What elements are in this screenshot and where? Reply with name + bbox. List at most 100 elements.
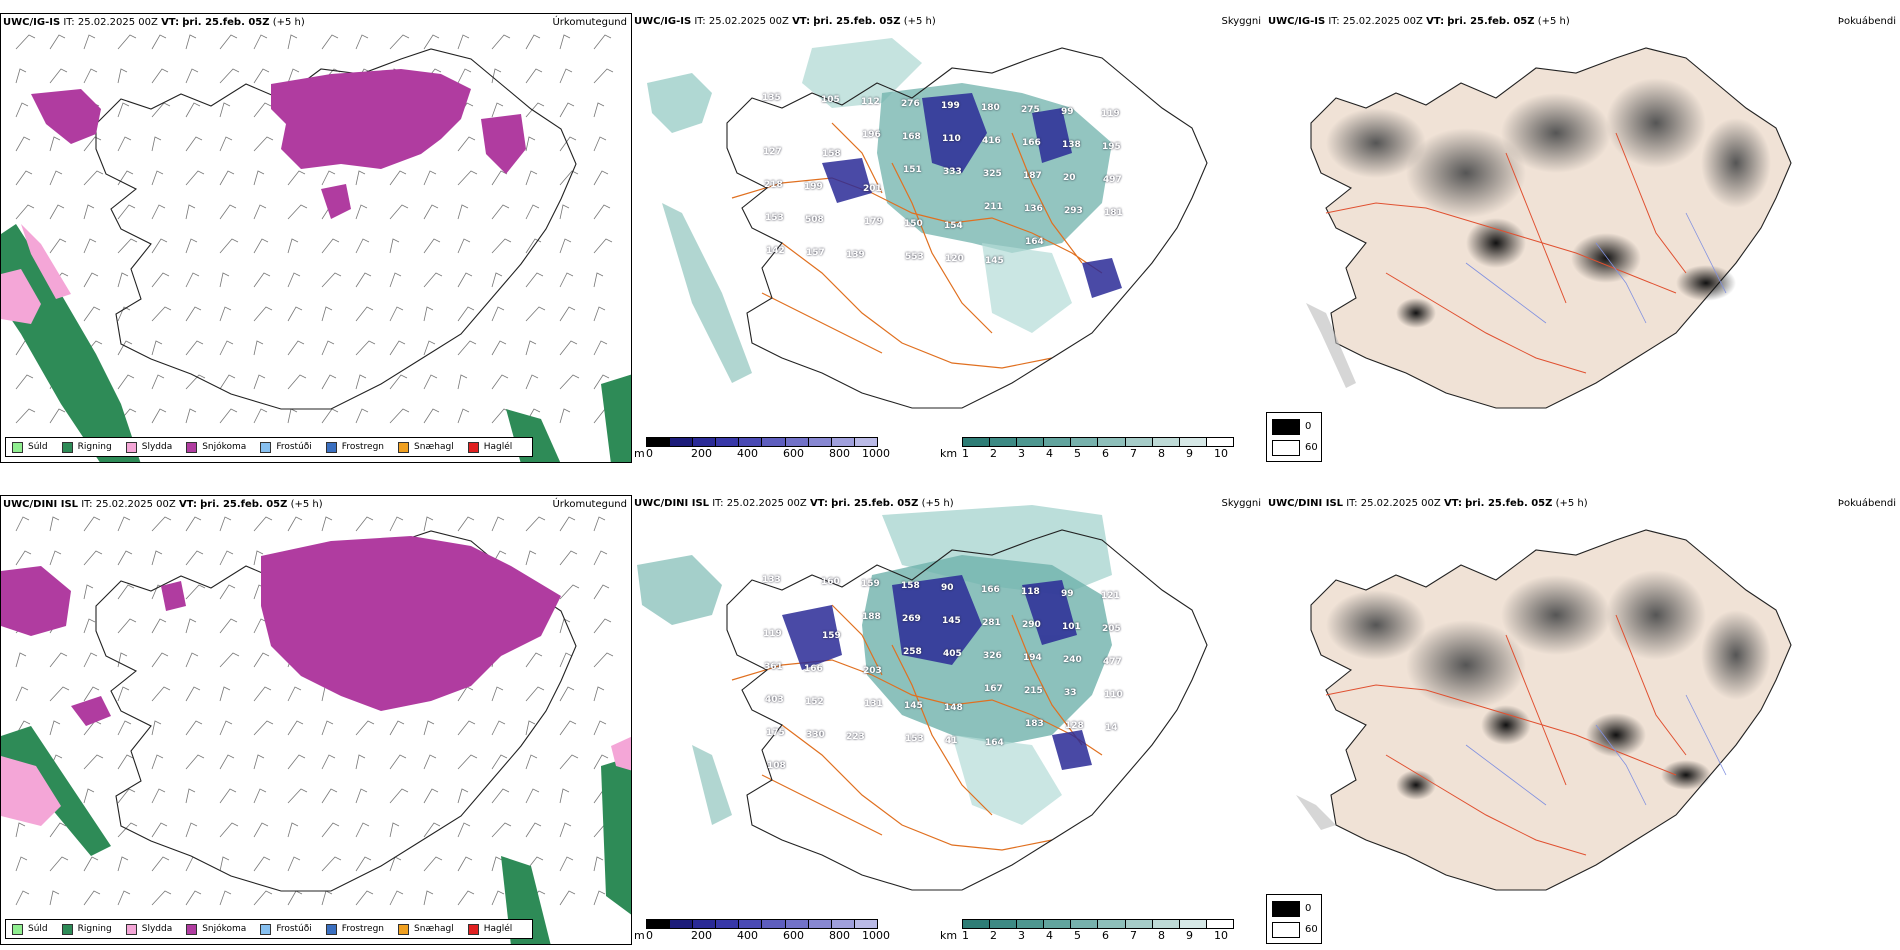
panel-title: UWC/IG-IS IT: 25.02.2025 00Z VT: þri. 25…	[1268, 16, 1570, 27]
wind-barb	[457, 204, 469, 220]
wind-barb	[49, 652, 68, 668]
wind-barb	[185, 788, 196, 804]
legend-swatch	[186, 441, 198, 453]
ceiling-label: 127	[763, 147, 782, 157]
wind-barb	[151, 102, 171, 118]
wind-barb	[593, 306, 606, 322]
legend-swatch	[12, 923, 23, 935]
ceiling-label: 108	[767, 761, 786, 771]
wind-barb	[151, 374, 165, 390]
wind-barb	[117, 68, 128, 84]
legend-item: Rigning	[61, 441, 112, 453]
wind-barb	[151, 238, 168, 254]
ceiling-label: 167	[984, 684, 1003, 694]
wind-barb	[253, 856, 271, 872]
wind-barb	[253, 306, 273, 322]
tick: 600	[783, 447, 804, 460]
wind-barb	[389, 238, 400, 254]
wind-barb	[83, 272, 99, 288]
ceiling-label: 135	[762, 93, 781, 103]
wind-barb	[559, 170, 579, 186]
cbar-seg	[1017, 438, 1045, 446]
wind-barb	[15, 550, 32, 566]
cbar-seg	[963, 920, 991, 928]
cbar-seg	[647, 438, 671, 446]
legend-swatch	[325, 923, 337, 935]
wind-barb	[15, 822, 26, 838]
wind-barb	[355, 516, 374, 532]
precip-type-legend: Súld Rigning Slydda Snjókoma Frostúði Fr…	[5, 919, 534, 939]
wind-barb	[185, 890, 202, 906]
tick: 0	[646, 929, 653, 942]
wind-barb	[457, 788, 469, 804]
wind-barb	[559, 856, 574, 872]
cbar-seg	[716, 438, 740, 446]
cloud-legend-bottom: 0 60	[1266, 894, 1322, 944]
wind-barb	[253, 340, 264, 356]
wind-barb	[355, 238, 370, 254]
ceiling-label: 405	[943, 649, 962, 659]
wind-barb	[151, 204, 166, 220]
ceiling-label: 90	[941, 583, 954, 593]
wind-barb	[83, 652, 98, 668]
wind-barb	[185, 170, 205, 186]
ceiling-label: 131	[864, 699, 883, 709]
wind-barb	[287, 68, 300, 84]
cbar-seg	[808, 920, 832, 928]
wind-barb	[185, 102, 201, 118]
fog-indicator-panel-bottom: UWC/DINI ISL IT: 25.02.2025 00Z VT: þri.…	[1266, 495, 1900, 945]
precip-type-panel-bottom: UWC/DINI ISL IT: 25.02.2025 00Z VT: þri.…	[0, 495, 632, 945]
wind-barb	[287, 754, 306, 770]
tick: 8	[1158, 447, 1165, 460]
ceiling-label: 211	[984, 202, 1003, 212]
cbar-seg	[1071, 438, 1099, 446]
wind-barb	[219, 516, 232, 532]
cbar-seg	[693, 920, 717, 928]
wind-barb	[253, 68, 270, 84]
wind-barb	[117, 272, 129, 288]
ceiling-label: 159	[861, 579, 880, 589]
wind-barb	[151, 306, 172, 322]
wind-barb	[321, 516, 333, 532]
tick: 9	[1186, 447, 1193, 460]
wind-barb	[15, 170, 33, 186]
wind-barb	[457, 890, 475, 906]
wind-barb	[593, 516, 606, 532]
wind-barb	[321, 374, 337, 390]
wind-barb	[15, 686, 29, 702]
ceiling-label: 293	[1064, 206, 1083, 216]
wind-barb	[559, 238, 572, 254]
cbar-seg	[963, 438, 991, 446]
panel-title: UWC/IG-IS IT: 25.02.2025 00Z VT: þri. 25…	[634, 16, 936, 27]
ceiling-label: 497	[1103, 175, 1122, 185]
wind-barb	[389, 754, 407, 770]
visibility-panel-bottom: UWC/DINI ISL IT: 25.02.2025 00Z VT: þri.…	[632, 495, 1264, 945]
wind-barb	[559, 550, 578, 566]
wind-barb	[185, 306, 202, 322]
wind-barb	[117, 822, 138, 838]
wind-barb	[559, 374, 580, 390]
tick: 5	[1074, 929, 1081, 942]
wind-barb	[287, 856, 301, 872]
wind-barb	[389, 788, 409, 804]
cbar-seg	[739, 920, 763, 928]
wind-barb	[559, 34, 571, 50]
wind-barb	[525, 822, 542, 838]
ceiling-label: 183	[1025, 719, 1044, 729]
wind-barb	[389, 720, 405, 736]
wind-barb	[253, 408, 268, 424]
legend-item: Snjókoma	[186, 441, 246, 453]
cbar-seg	[1044, 920, 1072, 928]
wind-barb	[423, 720, 435, 736]
wind-barb	[593, 374, 610, 390]
wind-barb	[593, 238, 613, 254]
wind-barb	[491, 890, 505, 906]
wind-barb	[491, 788, 510, 804]
wind-barb	[525, 306, 546, 322]
wind-barb	[253, 374, 266, 390]
ceiling-label: 159	[822, 631, 841, 641]
ceiling-label: 168	[902, 132, 921, 142]
wind-barb	[593, 34, 612, 50]
wind-barb	[457, 340, 477, 356]
wind-barb	[15, 652, 27, 668]
